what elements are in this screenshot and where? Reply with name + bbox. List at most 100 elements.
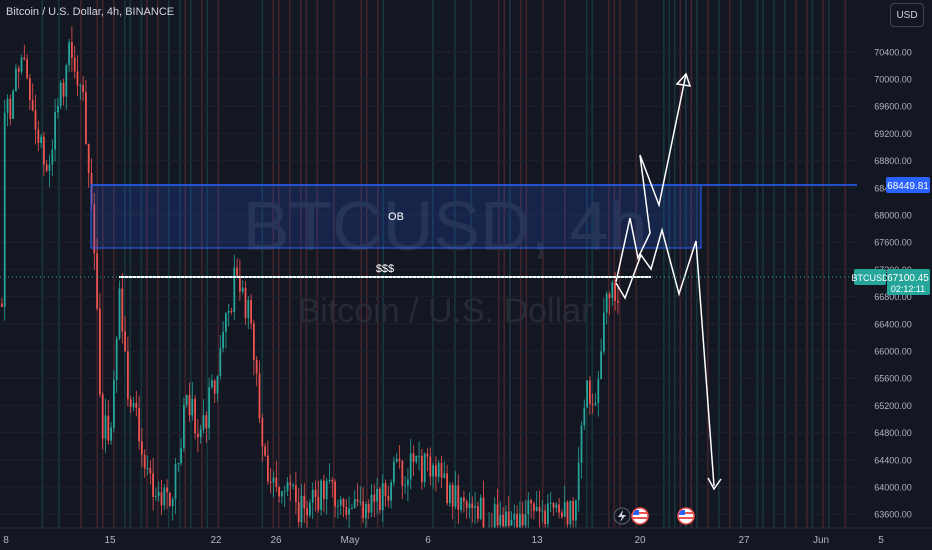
candle-body [362,501,364,519]
candle-body [160,492,163,506]
candle-body [365,504,367,519]
candle-body [549,502,552,504]
price-tick-label: 66400.00 [874,319,912,329]
candle-body [412,453,415,462]
price-axis-panel[interactable] [857,0,932,528]
candle-body [230,310,233,312]
candle-body [572,501,574,521]
candle-body [292,485,294,487]
us-flag-event-icon[interactable] [631,507,649,525]
candle-body [577,462,580,501]
price-tick-label: 65600.00 [874,374,912,384]
candle-body [418,455,420,457]
candle-body [404,485,406,487]
candle-body [65,65,68,97]
candle-body [37,129,40,143]
candle-body [295,485,297,503]
candle-body [71,42,73,58]
order-block-zone[interactable] [90,184,702,249]
candle-body [600,351,602,380]
candle-body [275,477,278,487]
candle-body [115,338,118,381]
candle-body [337,505,339,507]
candle-body [575,500,577,521]
candle-body [85,92,87,144]
candle-body [605,293,608,313]
candle-body [15,68,17,91]
candle-body [73,57,76,72]
candle-body [233,267,236,312]
flash-icon[interactable] [613,507,631,525]
candle-body [440,462,443,478]
candle-body [552,502,555,508]
candle-body [482,497,485,530]
candle-body [101,394,104,439]
price-tick-label: 66800.00 [874,292,912,302]
symbol-title[interactable]: Bitcoin / U.S. Dollar, 4h, BINANCE [6,6,175,18]
price-tick-label: 70400.00 [874,47,912,57]
candle-body [586,380,588,408]
candle-body [376,488,378,502]
candle-body [258,373,261,419]
candle-body [563,502,566,517]
time-tick-label: 15 [104,535,116,546]
candle-body [460,497,462,510]
candle-body [303,495,306,509]
ob-level-price-label-bg [886,177,930,193]
candle-body [541,510,544,512]
candle-body [426,453,429,457]
candle-body [583,407,586,426]
candle-body [449,484,451,504]
candle-body [264,446,266,456]
candle-body [328,479,331,482]
candle-body [250,300,252,324]
candle-body [454,485,457,507]
candle-body [555,504,558,508]
candle-body [373,494,376,502]
bullish-projection-path[interactable] [615,73,687,283]
time-tick-label: May [341,535,360,546]
candle-body [471,503,474,508]
candle-body [34,110,37,130]
candle-body [255,359,258,374]
candle-body [311,489,314,503]
time-axis-panel[interactable] [0,528,932,550]
candle-body [51,149,54,165]
candle-body [521,513,524,526]
candle-body [239,275,241,292]
candle-body [446,473,448,504]
candle-body [26,59,28,79]
candle-body [197,433,199,438]
candle-body [281,491,283,497]
candle-body [171,499,174,507]
candle-body [3,112,6,308]
candle-body [149,468,152,474]
candle-body [463,497,465,502]
candle-body [510,519,513,526]
candle-body [309,502,311,516]
candle-body [191,398,194,416]
candle-body [516,513,518,528]
candle-body [177,463,180,465]
candle-body [202,415,205,430]
time-tick-label: 13 [531,535,543,546]
candle-body [407,479,409,486]
candle-body [244,287,247,318]
candle-body [499,514,502,526]
us-flag-event-icon[interactable] [677,507,695,525]
candle-body [325,481,328,500]
price-tick-label: 66000.00 [874,347,912,357]
candle-body [20,57,23,72]
candle-body [519,513,521,528]
candle-body [597,379,600,403]
bearish-projection-path[interactable] [615,227,715,487]
candle-body [124,331,126,352]
candle-body [121,288,124,332]
candle-body [505,511,507,527]
candle-body [261,418,264,447]
candle-body [339,499,342,506]
candle-body [561,512,563,517]
currency-button[interactable]: USD [890,3,924,27]
candle-body [247,300,250,318]
